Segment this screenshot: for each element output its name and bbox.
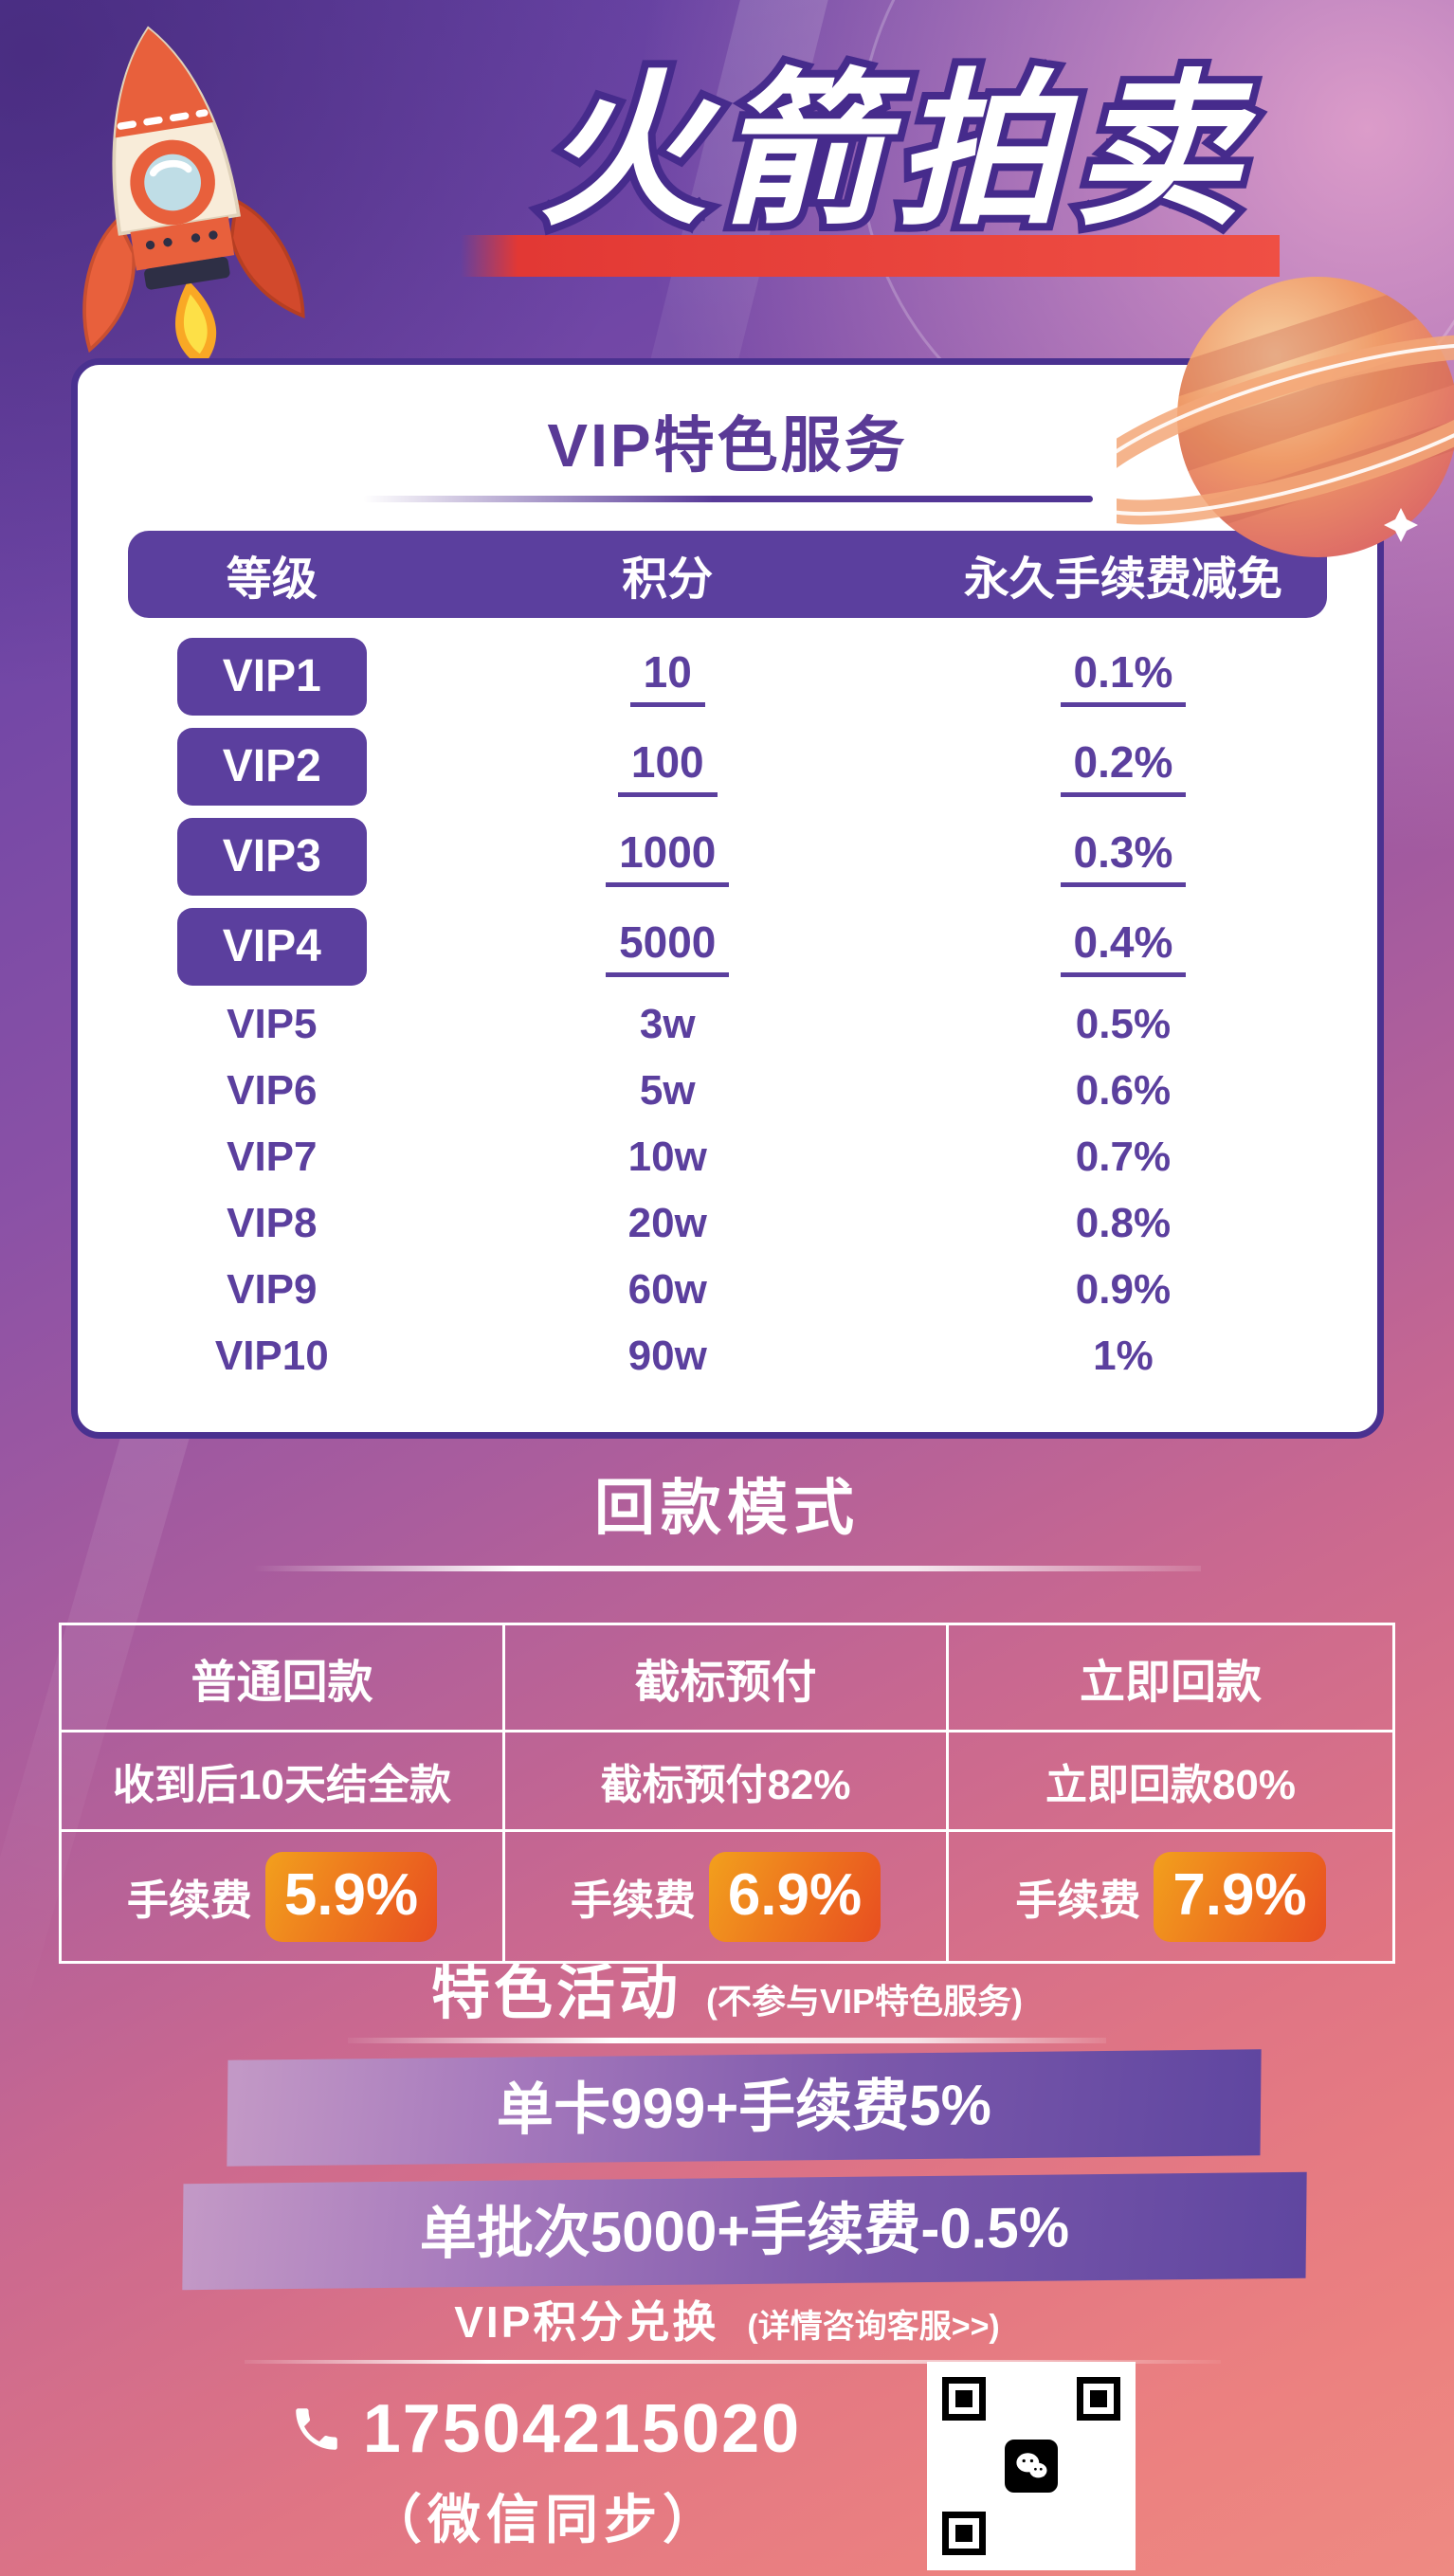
payback-column-header: 普通回款 [62,1625,505,1732]
vip-points: 5w [639,1067,696,1114]
vip-level: VIP9 [227,1266,318,1313]
table-row: VIP9 60w 0.9% [128,1257,1327,1323]
page-title-outline: 火箭拍卖 [532,51,1252,252]
vip-discount: 0.1% [1060,646,1187,707]
vip-discount: 0.9% [1075,1266,1172,1313]
column-header-points: 积分 [622,554,714,605]
qr-finder-pattern [942,2512,986,2555]
page-title-text: 火箭拍卖 [538,59,1252,245]
wechat-qr-code [927,2362,1136,2570]
phone-number: 17504215020 [362,2391,802,2467]
vip-points: 10w [627,1134,707,1180]
payback-title-underline [253,1566,1201,1571]
fee-value-badge: 5.9% [264,1851,438,1942]
activity-banner: 单批次5000+手续费-0.5% [182,2171,1307,2291]
page-title: 火箭拍卖 火箭拍卖 [408,32,1384,271]
payback-description: 立即回款80% [949,1732,1392,1832]
fee-label: 手续费 [570,1878,696,1924]
vip-level: VIP8 [227,1200,318,1246]
vip-discount: 0.8% [1075,1200,1172,1246]
payback-column-header: 立即回款 [949,1625,1392,1732]
table-row: VIP5 3w 0.5% [128,991,1327,1058]
vip-level-badge: VIP1 [176,637,367,716]
vip-table-body: VIP1 10 0.1% VIP2 100 0.2% VIP3 1000 0.3… [128,631,1327,1389]
vip-points: 3w [639,1001,696,1047]
payback-table: 普通回款 截标预付 立即回款 收到后10天结全款 截标预付82% 立即回款80%… [59,1623,1395,1964]
vip-points: 100 [617,736,718,797]
vip-points: 60w [627,1266,707,1313]
wechat-sync-note: （微信同步） [369,2490,721,2549]
wechat-logo-icon [1001,2436,1062,2496]
activities-title-row: 特色活动 (不参与VIP特色服务) [0,1945,1454,2030]
payback-fee-cell: 手续费 7.9% [949,1832,1392,1961]
vip-discount: 0.6% [1075,1067,1172,1114]
phone-icon [296,2408,337,2450]
table-row: VIP8 20w 0.8% [128,1190,1327,1257]
table-row: VIP7 10w 0.7% [128,1124,1327,1190]
activity-banner: 单卡999+手续费5% [227,2049,1262,2167]
vip-discount: 0.4% [1060,916,1187,977]
table-row: VIP10 90w 1% [128,1323,1327,1389]
table-row: VIP3 1000 0.3% [128,811,1327,901]
table-row: VIP1 10 0.1% [128,631,1327,721]
rocket-icon [27,2,320,373]
vip-level-badge: VIP4 [176,907,367,986]
activities-note: (不参与VIP特色服务) [706,1982,1024,2021]
vip-level-badge: VIP2 [176,727,367,806]
vip-points: 20w [627,1200,707,1246]
activities-title-underline [348,2038,1106,2043]
vip-level: VIP10 [214,1333,329,1379]
vip-level: VIP6 [227,1067,318,1114]
table-row: VIP2 100 0.2% [128,721,1327,811]
title-red-bar [461,235,1280,277]
points-exchange-note: (详情咨询客服>>) [747,2309,1000,2345]
phone-row: 17504215020 [194,2390,896,2468]
vip-discount: 0.3% [1060,826,1187,887]
contact-divider [245,2360,1221,2364]
vip-discount: 0.5% [1075,1001,1172,1047]
fee-value-badge: 6.9% [708,1851,881,1942]
vip-level: VIP7 [227,1134,318,1180]
vip-level: VIP5 [227,1001,318,1047]
fee-value-badge: 7.9% [1154,1851,1326,1942]
table-row: VIP6 5w 0.6% [128,1058,1327,1124]
vip-points: 10 [629,646,705,707]
vip-discount: 0.2% [1060,736,1187,797]
column-header-level: 等级 [226,554,318,605]
vip-discount: 1% [1093,1333,1154,1379]
payback-section-title: 回款模式 [594,1474,860,1542]
points-exchange-label: VIP积分兑换 [454,2297,719,2347]
column-header-discount: 永久手续费减免 [963,554,1282,605]
vip-service-card: VIP特色服务 等级 积分 永久手续费减免 VIP1 10 0.1% VIP2 … [71,358,1384,1439]
vip-title-underline [362,496,1093,502]
vip-points: 90w [627,1333,707,1379]
saturn-planet-icon [1070,268,1454,563]
activities-section-title: 特色活动 [430,1961,682,2026]
qr-finder-pattern [942,2377,986,2421]
vip-discount: 0.7% [1075,1134,1172,1180]
vip-card-title: VIP特色服务 [547,411,908,480]
vip-level-badge: VIP3 [176,817,367,896]
payback-column-header: 截标预付 [505,1625,949,1732]
payback-description: 收到后10天结全款 [62,1732,505,1832]
payback-fee-cell: 手续费 5.9% [62,1832,505,1961]
payback-description: 截标预付82% [505,1732,949,1832]
vip-points: 1000 [606,826,730,887]
payback-fee-cell: 手续费 6.9% [505,1832,949,1961]
points-exchange-row: VIP积分兑换 (详情咨询客服>>) [0,2288,1454,2350]
fee-label: 手续费 [126,1878,252,1924]
fee-label: 手续费 [1015,1878,1141,1924]
qr-finder-pattern [1077,2377,1120,2421]
table-row: VIP4 5000 0.4% [128,901,1327,991]
vip-table-header: 等级 积分 永久手续费减免 [128,531,1327,618]
vip-points: 5000 [606,916,730,977]
